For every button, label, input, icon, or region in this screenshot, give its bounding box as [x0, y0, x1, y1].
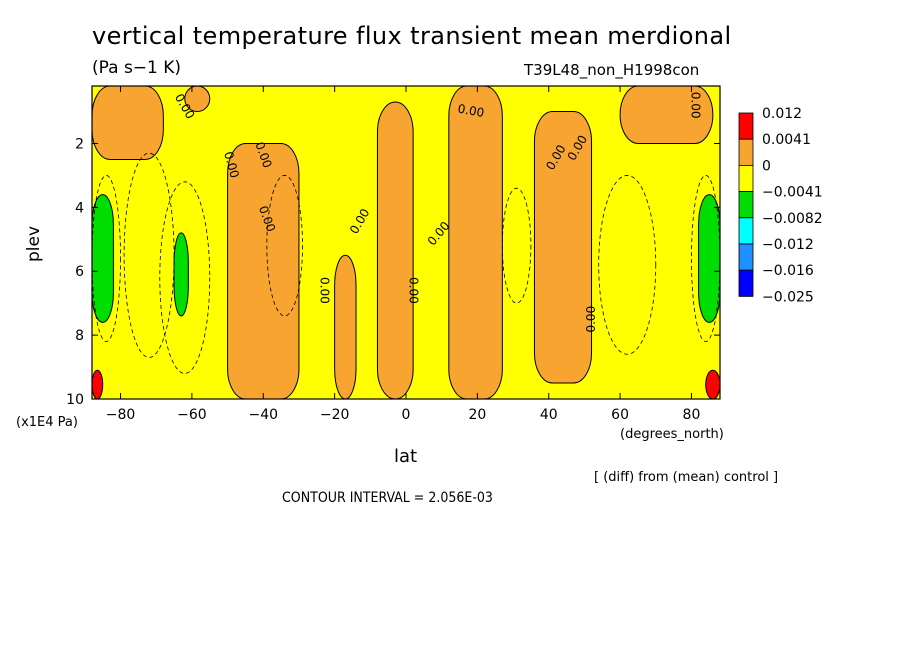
legend-label: 0.012	[762, 106, 802, 122]
legend-label: −0.0082	[762, 211, 823, 227]
legend-label: 0	[762, 158, 771, 174]
contour-region-positive	[184, 86, 211, 113]
filled-contours	[92, 86, 720, 399]
x-tick-label: 80	[683, 407, 701, 423]
run-label: T39L48_non_H1998con	[524, 61, 700, 79]
x-axis: −80 −60 −40 −20 0 20 40 60 80	[106, 86, 701, 423]
contour-region-negative	[698, 194, 720, 323]
negative-contour-line	[501, 187, 532, 304]
x-tick-label: 20	[468, 407, 486, 423]
y-tick-label: 2	[75, 136, 84, 152]
x-tick-label: 60	[611, 407, 629, 423]
legend-swatch	[738, 243, 754, 271]
legend-label: −0.0041	[762, 185, 823, 201]
negative-contour-line	[266, 175, 303, 317]
legend-swatch	[738, 191, 754, 219]
legend-label: −0.012	[762, 237, 814, 253]
difference-note: [ (diff) from (mean) control ]	[594, 470, 779, 485]
legend-swatch	[738, 217, 754, 245]
x-tick-label: 40	[540, 407, 558, 423]
contour-region-positive	[619, 86, 714, 144]
contour-region-max	[705, 369, 720, 399]
x-tick-label: 0	[402, 407, 411, 423]
units-label: (Pa s−1 K)	[92, 58, 182, 78]
x-tick-label: −40	[248, 407, 278, 423]
y-axis-unit: (x1E4 Pa)	[16, 415, 78, 430]
contour-label: 0.00	[457, 102, 486, 120]
contour-region-positive	[334, 254, 357, 399]
y-tick-label: 10	[66, 392, 84, 408]
negative-contour-line	[123, 152, 175, 358]
legend-label: −0.016	[762, 263, 814, 279]
legend-swatch	[738, 138, 754, 166]
contour-region-positive	[92, 86, 164, 160]
legend-swatch	[738, 164, 754, 192]
negative-contour-line	[159, 181, 211, 374]
y-axis: 2 4 6 8 10	[66, 136, 720, 408]
legend-swatch	[738, 112, 754, 140]
contour-label: 0.00	[221, 150, 241, 179]
contour-interval-label: CONTOUR INTERVAL = 2.056E-03	[282, 490, 493, 506]
contour-region-negative	[92, 194, 114, 323]
color-legend: 0.012 0.0041 0 −0.0041 −0.0082 −0.012 −0.016 −0…	[738, 106, 823, 305]
contour-region-positive	[227, 142, 300, 399]
negative-contour-lines	[92, 152, 720, 374]
contour-region-positive	[533, 111, 593, 384]
negative-contour-line	[598, 175, 657, 355]
x-tick-label: −60	[177, 407, 207, 423]
negative-contour-line	[92, 175, 121, 342]
y-tick-label: 8	[75, 328, 84, 344]
negative-contour-line	[691, 175, 720, 342]
contour-label: 0.00	[584, 306, 598, 333]
legend-label: −0.025	[762, 289, 814, 305]
legend-label: 0.0041	[762, 132, 811, 148]
legend-swatch	[738, 269, 754, 297]
x-axis-label: lat	[394, 446, 418, 467]
contour-region-negative	[173, 232, 189, 317]
contour-region-positive	[448, 86, 503, 399]
x-tick-label: −20	[320, 407, 350, 423]
y-tick-label: 4	[75, 200, 84, 216]
y-tick-label: 6	[75, 264, 84, 280]
contour-label: 0.00	[688, 92, 702, 119]
contour-label: 0.00	[407, 277, 421, 304]
chart-title: vertical temperature flux transient mean…	[92, 22, 732, 50]
x-axis-unit: (degrees_north)	[620, 427, 724, 442]
contour-label: 0.00	[317, 277, 331, 304]
contour-region-max	[92, 369, 104, 399]
x-tick-label: −80	[106, 407, 136, 423]
y-axis-label: plev	[24, 225, 44, 262]
contour-region-positive	[376, 101, 414, 399]
